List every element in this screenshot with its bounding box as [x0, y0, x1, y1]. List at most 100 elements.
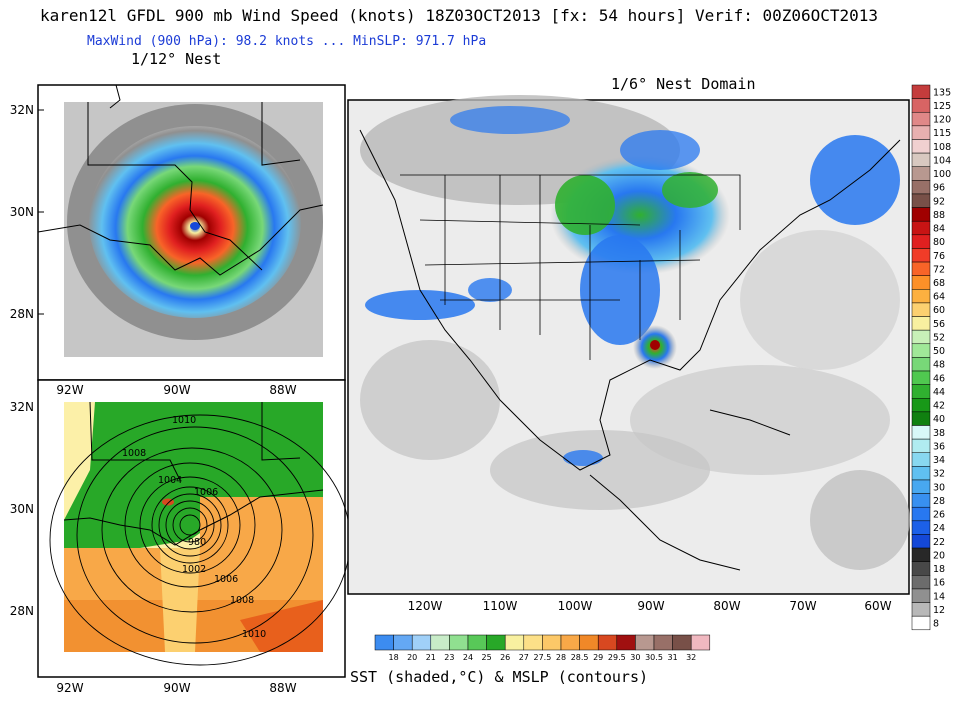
- wind-colorbar-label: 22: [933, 537, 945, 548]
- lon-label: 92W: [56, 681, 83, 695]
- sst-colorbar-swatch: [486, 634, 506, 651]
- sst-colorbar-label: 20: [407, 653, 417, 662]
- wind-colorbar-swatch: [911, 329, 931, 345]
- wind-colorbar-label: 16: [933, 578, 945, 589]
- lon-label: 60W: [864, 599, 891, 613]
- lat-label: 28N: [10, 307, 34, 321]
- wind-colorbar-swatch: [911, 370, 931, 385]
- sst-colorbar-label: 26: [500, 653, 510, 662]
- wind-colorbar-label: 42: [933, 401, 945, 412]
- wind-colorbar-swatch: [911, 98, 931, 113]
- wind-colorbar-swatch: [911, 180, 931, 195]
- lon-label: 92W: [56, 383, 83, 397]
- wind-colorbar: 135 125 120 115 108 104 100 96 92 88 84 80 76 72 68 64 6…: [911, 84, 951, 631]
- lon-label: 90W: [163, 383, 190, 397]
- wind-colorbar-swatch: [911, 275, 931, 290]
- coastline: [63, 489, 324, 546]
- sst-caption: SST (shaded,°C) & MSLP (contours): [350, 668, 649, 686]
- wind-colorbar-label: 12: [933, 605, 945, 616]
- sst-colorbar-swatch: [635, 634, 655, 651]
- lat-label: 30N: [10, 205, 34, 219]
- sst-colorbar-label: 30.5: [645, 653, 663, 662]
- wind-colorbar-label: 80: [933, 237, 945, 248]
- sst-colorbar-swatch: [504, 634, 525, 651]
- sst-colorbar-swatch: [523, 634, 543, 651]
- sst-colorbar-swatch: [616, 634, 636, 651]
- wind-colorbar-label: 125: [933, 101, 951, 112]
- wind-colorbar-label: 18: [933, 564, 945, 575]
- sst-colorbar-swatch: [449, 634, 469, 651]
- sst-colorbar-label: 29: [593, 653, 603, 662]
- wind-colorbar-swatch: [911, 561, 931, 576]
- state-border: [87, 102, 263, 271]
- lat-label: 32N: [10, 103, 34, 117]
- sst-colorbar-swatch: [653, 634, 673, 651]
- wind-colorbar-swatch: [911, 452, 931, 467]
- coastline: [37, 204, 324, 276]
- sst-colorbar-label: 27: [519, 653, 529, 662]
- sst-colorbar-swatch: [542, 634, 562, 651]
- wind-colorbar-label: 34: [933, 455, 945, 466]
- wind-colorbar-swatch: [911, 289, 931, 304]
- wind-colorbar-swatch: [911, 547, 931, 562]
- wind-colorbar-label: 28: [933, 496, 945, 507]
- right-domain-panel: 120W 110W 100W 90W 80W 70W 60W: [347, 95, 910, 613]
- wind-colorbar-swatch: [911, 466, 931, 481]
- wind-colorbar-swatch: [911, 438, 931, 453]
- figure-title: karen12l GFDL 900 mb Wind Speed (knots) …: [40, 6, 879, 25]
- sst-colorbar-swatch: [579, 634, 599, 651]
- wind-colorbar-label: 40: [933, 414, 945, 425]
- contour-label: 1010: [242, 629, 266, 640]
- wind-colorbar-swatch: [911, 248, 931, 263]
- contour-label: 1004: [158, 475, 182, 486]
- sst-warm-band: [64, 402, 323, 548]
- sst-colorbar-swatch: [690, 634, 711, 651]
- lat-label: 32N: [10, 400, 34, 414]
- wind-colorbar-swatch: [911, 357, 931, 372]
- contour-label: 1010: [172, 415, 196, 426]
- contour-label: 1002: [182, 564, 206, 575]
- political-borders: [400, 174, 741, 360]
- wind-colorbar-label: 26: [933, 510, 945, 521]
- wind-colorbar-swatch: [911, 139, 931, 154]
- wind-colorbar-label: 96: [933, 183, 945, 194]
- coastline: [359, 129, 901, 471]
- wind-colorbar-swatch: [911, 479, 931, 494]
- wind-colorbar-swatch: [911, 193, 931, 208]
- lon-label: 120W: [408, 599, 443, 613]
- sst-colorbar-label: 27.5: [533, 653, 551, 662]
- sst-colorbar-label: 23: [444, 653, 454, 662]
- lon-label: 110W: [483, 599, 518, 613]
- wind-colorbar-swatch: [911, 316, 931, 331]
- wind-colorbar-label: 56: [933, 319, 945, 330]
- sst-colorbar-label: 29.5: [608, 653, 626, 662]
- figure-subtitle: MaxWind (900 hPa): 98.2 knots ... MinSLP…: [87, 34, 487, 49]
- lon-label: 88W: [269, 681, 296, 695]
- wind-colorbar-label: 115: [933, 128, 951, 139]
- contour-label: 980: [188, 537, 206, 548]
- wind-colorbar-swatch: [911, 506, 931, 522]
- sst-colorbar-swatch: [430, 634, 450, 651]
- wind-colorbar-swatch: [911, 602, 931, 617]
- left-panel-title: 1/12° Nest: [131, 50, 222, 68]
- wind-colorbar-label: 50: [933, 346, 945, 357]
- sst-colorbar-swatch: [560, 634, 580, 651]
- wind-colorbar-label: 92: [933, 196, 945, 207]
- sst-colorbar-label: 24: [463, 653, 473, 662]
- sst-colorbar-swatch: [393, 634, 413, 651]
- lat-label: 30N: [10, 502, 34, 516]
- sst-colorbar-label: 31: [668, 653, 678, 662]
- west-coast-winds: [365, 290, 475, 320]
- wind-colorbar-label: 20: [933, 550, 945, 561]
- wind-colorbar-swatch: [911, 125, 931, 140]
- lon-label: 90W: [163, 681, 190, 695]
- wind-colorbar-swatch: [911, 588, 931, 603]
- wind-colorbar-swatch: [911, 220, 931, 236]
- wind-colorbar-swatch: [911, 111, 931, 127]
- lower-left-sst-panel: 1010 1008 1004 1006 980 1002 1006 1008 1…: [10, 379, 351, 695]
- contour-label: 1006: [194, 487, 218, 498]
- wind-colorbar-label: 14: [933, 591, 945, 602]
- wind-colorbar-label: 64: [933, 292, 945, 303]
- wind-colorbar-label: 104: [933, 155, 951, 166]
